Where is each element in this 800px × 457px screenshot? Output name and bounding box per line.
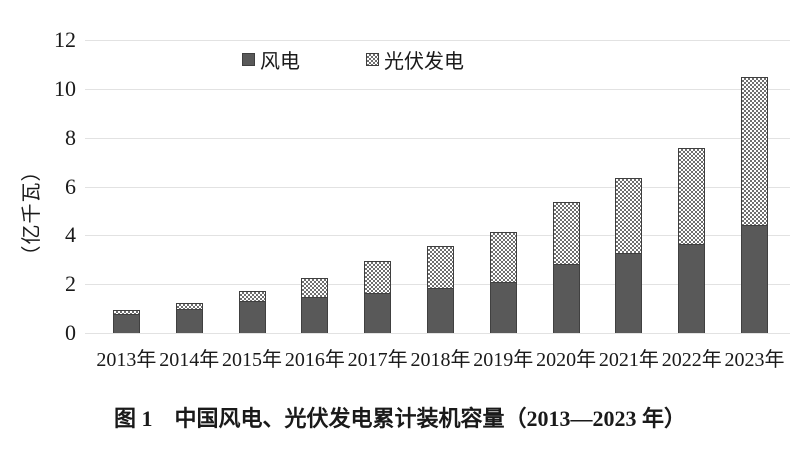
stacked-bar-2016年 bbox=[301, 40, 329, 333]
x-tick-label-2014年: 2014年 bbox=[159, 349, 220, 371]
bar-segment-wind-2022年 bbox=[678, 243, 706, 333]
x-axis-ticks: 2013年 2014年 2015年 2016年 2017年 2018年 2019年 2020年… bbox=[95, 343, 786, 372]
gridline-y-4 bbox=[85, 235, 790, 237]
solar-series-swatch-icon bbox=[366, 53, 379, 66]
y-tick-label-2: 2 bbox=[65, 271, 76, 297]
x-tick-label-2021年: 2021年 bbox=[598, 349, 659, 371]
y-tick-label-10: 10 bbox=[54, 75, 76, 101]
bar-segment-wind-2015年 bbox=[238, 301, 266, 333]
stacked-bar-2018年 bbox=[426, 40, 454, 333]
bar-segment-solar-2017年 bbox=[364, 261, 392, 293]
x-tick-label-2020年: 2020年 bbox=[536, 349, 597, 371]
bar-slot-2018年 bbox=[409, 40, 472, 333]
gridline-y-6 bbox=[85, 186, 790, 188]
y-tick-label-12: 12 bbox=[54, 27, 76, 52]
bar-slot-2022年 bbox=[660, 40, 723, 333]
bar-segment-solar-2020年 bbox=[552, 202, 580, 265]
legend-label-solar: 光伏发电 bbox=[384, 51, 464, 73]
bar-slot-2021年 bbox=[598, 40, 661, 333]
stacked-bar-2015年 bbox=[238, 40, 266, 333]
legend-item-wind: 风电 bbox=[242, 45, 300, 74]
legend-item-solar: 光伏发电 bbox=[366, 45, 464, 74]
bar-slot-2019年 bbox=[472, 40, 535, 333]
bar-slot-2016年 bbox=[283, 40, 346, 333]
x-tick-label-2018年: 2018年 bbox=[410, 349, 471, 371]
bar-segment-wind-2019年 bbox=[489, 281, 517, 333]
stacked-bar-2022年 bbox=[678, 40, 706, 333]
wind-series-swatch-icon bbox=[242, 53, 255, 66]
bar-segment-wind-2023年 bbox=[741, 225, 769, 333]
stacked-bar-2014年 bbox=[175, 40, 203, 333]
x-tick-label-2015年: 2015年 bbox=[222, 349, 283, 371]
bar-slot-2013年 bbox=[95, 40, 158, 333]
legend: 风电 光伏发电 bbox=[242, 45, 464, 74]
bar-segment-wind-2017年 bbox=[364, 292, 392, 333]
bar-segment-wind-2013年 bbox=[112, 314, 140, 333]
x-tick-label-2023年: 2023年 bbox=[724, 349, 785, 371]
y-tick-label-4: 4 bbox=[65, 222, 76, 248]
bar-segment-wind-2014年 bbox=[175, 309, 203, 333]
stacked-bar-2017年 bbox=[364, 40, 392, 333]
bar-slot-2014年 bbox=[158, 40, 221, 333]
bar-segment-solar-2015年 bbox=[238, 290, 266, 302]
gridline-y-8 bbox=[85, 137, 790, 139]
stacked-bar-2021年 bbox=[615, 40, 643, 333]
bar-segment-solar-2014年 bbox=[175, 302, 203, 310]
plot-area bbox=[85, 40, 790, 334]
x-tick-label-2019年: 2019年 bbox=[473, 349, 534, 371]
bar-segment-wind-2016年 bbox=[301, 296, 329, 333]
y-tick-label-0: 0 bbox=[65, 320, 76, 345]
bar-segment-solar-2013年 bbox=[112, 309, 140, 315]
bar-segment-solar-2019年 bbox=[489, 231, 517, 282]
bar-slot-2020年 bbox=[535, 40, 598, 333]
y-tick-label-8: 8 bbox=[65, 124, 76, 150]
bar-segment-wind-2018年 bbox=[426, 288, 454, 333]
gridline-y-0 bbox=[85, 333, 790, 334]
x-tick-label-2013年: 2013年 bbox=[96, 349, 157, 371]
y-tick-label-6: 6 bbox=[65, 173, 76, 199]
bar-slot-2023年 bbox=[723, 40, 786, 333]
legend-label-wind: 风电 bbox=[260, 51, 300, 73]
x-tick-label-2022年: 2022年 bbox=[661, 349, 722, 371]
figure-caption: 图 1 中国风电、光伏发电累计装机容量（2013—2023 年） bbox=[113, 406, 686, 431]
stacked-bar-2019年 bbox=[489, 40, 517, 333]
x-tick-label-2017年: 2017年 bbox=[347, 349, 408, 371]
bar-slot-2017年 bbox=[346, 40, 409, 333]
bar-segment-solar-2022年 bbox=[678, 147, 706, 244]
bar-segment-solar-2023年 bbox=[741, 76, 769, 226]
bar-segment-solar-2021年 bbox=[615, 177, 643, 253]
y-axis-ticks: 0 2 4 6 8 10 12 bbox=[0, 28, 76, 345]
bar-segment-solar-2018年 bbox=[426, 245, 454, 289]
gridline-y-10 bbox=[85, 88, 790, 90]
bars-container bbox=[95, 40, 786, 333]
bar-segment-wind-2021年 bbox=[615, 252, 643, 333]
bar-slot-2015年 bbox=[221, 40, 284, 333]
stacked-bar-2013年 bbox=[112, 40, 140, 333]
gridline-y-12 bbox=[85, 40, 790, 41]
bar-segment-wind-2020年 bbox=[552, 264, 580, 333]
stacked-bar-2023年 bbox=[741, 40, 769, 333]
x-tick-label-2016年: 2016年 bbox=[284, 349, 345, 371]
stacked-bar-2020年 bbox=[552, 40, 580, 333]
bar-segment-solar-2016年 bbox=[301, 277, 329, 297]
